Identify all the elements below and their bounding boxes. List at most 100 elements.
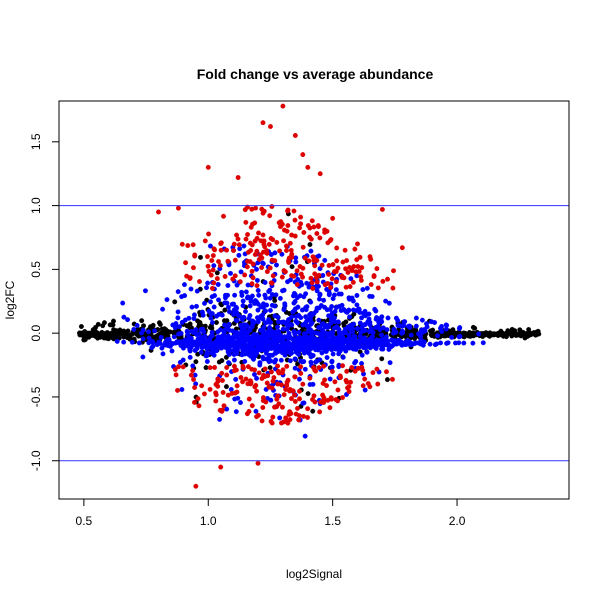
data-point-blue bbox=[302, 366, 308, 372]
data-point-blue bbox=[243, 309, 248, 314]
data-point-red bbox=[221, 403, 227, 409]
data-point-red bbox=[246, 409, 252, 414]
data-point-blue bbox=[207, 341, 213, 347]
data-point-red bbox=[289, 251, 295, 257]
data-point-blue bbox=[254, 315, 260, 321]
data-point-blue bbox=[140, 354, 146, 360]
data-point-blue bbox=[307, 382, 313, 387]
data-point-blue bbox=[177, 324, 182, 330]
data-point-blue bbox=[196, 337, 202, 343]
data-point-blue bbox=[289, 345, 295, 351]
data-point-red bbox=[218, 241, 224, 247]
data-point-red bbox=[302, 255, 308, 261]
data-point-red bbox=[292, 374, 298, 380]
data-point-red bbox=[276, 401, 282, 407]
data-point-red bbox=[368, 282, 374, 287]
data-point-blue bbox=[202, 300, 207, 306]
data-point-blue bbox=[338, 291, 344, 297]
data-point-red bbox=[269, 257, 275, 263]
data-point-blue bbox=[254, 266, 259, 272]
data-point-red bbox=[300, 244, 306, 250]
data-point-black bbox=[172, 299, 178, 305]
data-point-red bbox=[355, 241, 360, 247]
data-point-red bbox=[192, 399, 197, 405]
data-point-blue bbox=[254, 277, 260, 283]
data-point-red bbox=[275, 363, 281, 369]
data-point-red bbox=[285, 420, 291, 426]
data-point-red bbox=[298, 221, 304, 227]
data-point-blue bbox=[350, 298, 356, 304]
data-point-blue bbox=[317, 325, 323, 330]
data-point-blue bbox=[292, 330, 298, 335]
data-point-red bbox=[190, 242, 196, 248]
data-point-blue bbox=[267, 307, 273, 313]
data-point-black bbox=[267, 365, 273, 371]
data-point-blue bbox=[348, 276, 354, 282]
data-point-blue bbox=[361, 337, 367, 343]
data-point-red bbox=[333, 268, 339, 274]
data-point-blue bbox=[250, 321, 256, 327]
data-point-blue bbox=[419, 317, 425, 323]
data-point-red bbox=[292, 217, 298, 223]
data-point-blue bbox=[125, 317, 130, 323]
data-point-blue bbox=[274, 262, 279, 268]
data-point-blue bbox=[189, 328, 195, 334]
data-point-red bbox=[309, 280, 315, 286]
data-point-blue bbox=[261, 340, 267, 346]
data-point-blue bbox=[376, 319, 382, 325]
data-point-blue bbox=[209, 294, 215, 300]
data-point-blue bbox=[314, 288, 320, 294]
data-point-blue bbox=[276, 329, 282, 334]
data-point-blue bbox=[226, 360, 232, 366]
data-point-black bbox=[428, 328, 433, 334]
data-point-red bbox=[156, 209, 161, 215]
data-point-blue bbox=[215, 282, 221, 287]
data-point-blue bbox=[235, 330, 241, 336]
data-point-blue bbox=[383, 298, 389, 304]
data-point-blue bbox=[277, 415, 283, 421]
data-point-blue bbox=[359, 352, 365, 358]
data-point-blue bbox=[354, 302, 360, 308]
data-point-blue bbox=[273, 350, 279, 356]
data-point-black bbox=[104, 332, 110, 338]
data-point-red bbox=[254, 414, 260, 420]
data-point-red bbox=[207, 365, 213, 371]
data-point-blue bbox=[253, 408, 259, 414]
data-point-blue bbox=[182, 282, 187, 288]
data-point-black bbox=[86, 330, 92, 336]
data-point-blue bbox=[131, 327, 137, 332]
data-point-red bbox=[175, 205, 181, 211]
data-point-blue bbox=[269, 338, 275, 344]
data-point-blue bbox=[262, 292, 268, 298]
data-point-blue bbox=[265, 337, 271, 343]
x-tick-label: 1.5 bbox=[324, 514, 341, 528]
data-point-blue bbox=[240, 298, 246, 304]
data-point-red bbox=[172, 367, 178, 372]
data-point-blue bbox=[200, 312, 206, 318]
data-point-black bbox=[162, 330, 168, 336]
data-point-blue bbox=[337, 303, 342, 309]
data-point-blue bbox=[379, 332, 384, 338]
data-point-red bbox=[219, 370, 225, 376]
data-point-red bbox=[325, 281, 331, 286]
data-point-black bbox=[295, 361, 301, 367]
data-point-blue bbox=[395, 323, 401, 328]
data-point-blue bbox=[300, 400, 306, 406]
data-point-blue bbox=[285, 319, 290, 325]
data-point-blue bbox=[198, 349, 204, 355]
data-point-red bbox=[249, 242, 255, 248]
data-point-blue bbox=[254, 375, 259, 381]
data-point-blue bbox=[253, 335, 259, 341]
data-point-red bbox=[390, 285, 396, 291]
data-point-blue bbox=[313, 308, 319, 314]
data-point-red bbox=[243, 236, 249, 242]
data-point-blue bbox=[340, 341, 346, 347]
data-point-blue bbox=[270, 333, 276, 339]
data-point-red bbox=[284, 248, 289, 253]
data-point-blue bbox=[292, 299, 298, 304]
data-point-blue bbox=[222, 300, 228, 306]
data-point-blue bbox=[233, 409, 239, 415]
series-red bbox=[156, 103, 405, 489]
data-point-red bbox=[286, 260, 292, 265]
data-point-black bbox=[467, 333, 473, 339]
